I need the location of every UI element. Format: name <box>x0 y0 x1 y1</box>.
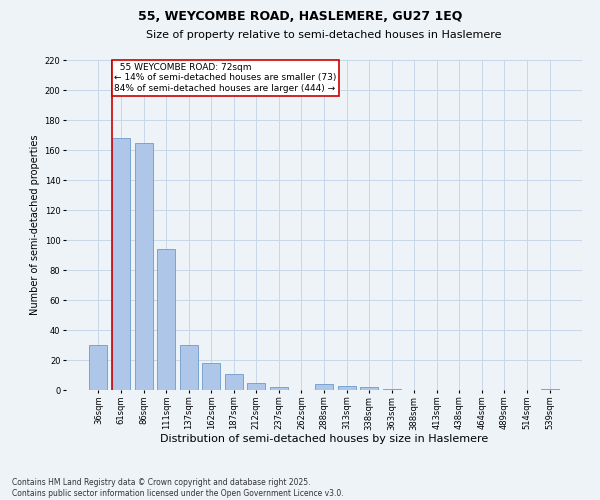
Bar <box>338 386 356 390</box>
Bar <box>179 345 198 390</box>
Bar <box>360 387 378 390</box>
Y-axis label: Number of semi-detached properties: Number of semi-detached properties <box>31 134 40 316</box>
Title: Size of property relative to semi-detached houses in Haslemere: Size of property relative to semi-detach… <box>146 30 502 40</box>
Bar <box>383 388 401 390</box>
Bar <box>134 142 152 390</box>
Bar <box>157 249 175 390</box>
Bar <box>541 388 559 390</box>
Bar <box>247 382 265 390</box>
Bar <box>202 363 220 390</box>
X-axis label: Distribution of semi-detached houses by size in Haslemere: Distribution of semi-detached houses by … <box>160 434 488 444</box>
Text: 55 WEYCOMBE ROAD: 72sqm
← 14% of semi-detached houses are smaller (73)
84% of se: 55 WEYCOMBE ROAD: 72sqm ← 14% of semi-de… <box>114 63 337 93</box>
Bar <box>225 374 243 390</box>
Bar <box>270 387 288 390</box>
Text: 55, WEYCOMBE ROAD, HASLEMERE, GU27 1EQ: 55, WEYCOMBE ROAD, HASLEMERE, GU27 1EQ <box>138 10 462 23</box>
Bar <box>89 345 107 390</box>
Bar <box>315 384 333 390</box>
Text: Contains HM Land Registry data © Crown copyright and database right 2025.
Contai: Contains HM Land Registry data © Crown c… <box>12 478 344 498</box>
Bar <box>112 138 130 390</box>
